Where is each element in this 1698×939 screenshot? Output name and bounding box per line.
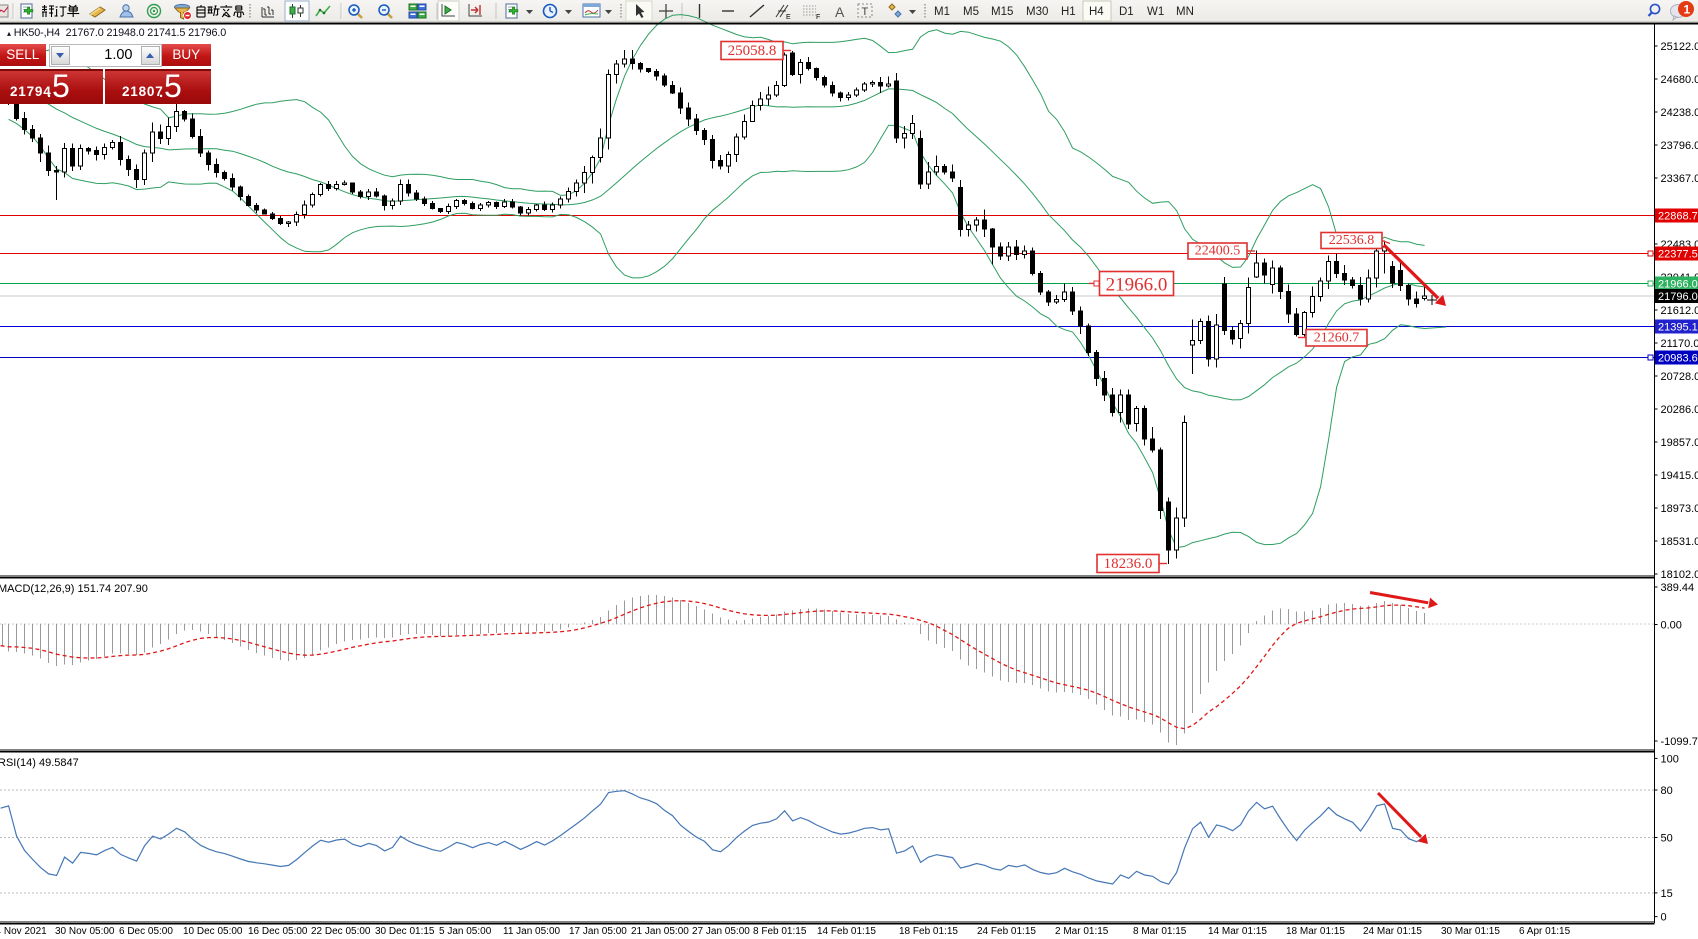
svg-text:100: 100 <box>1661 753 1679 765</box>
svg-text:H1: H1 <box>1061 6 1076 18</box>
svg-text:2 Mar 01:15: 2 Mar 01:15 <box>1055 926 1109 937</box>
svg-text:MN: MN <box>1176 6 1194 18</box>
svg-text:22868.7: 22868.7 <box>1658 211 1698 223</box>
svg-text:6 Apr 01:15: 6 Apr 01:15 <box>1519 926 1571 937</box>
svg-text:18102.0: 18102.0 <box>1661 569 1698 581</box>
svg-text:M5: M5 <box>963 6 979 18</box>
svg-text:20728.0: 20728.0 <box>1661 371 1698 383</box>
svg-text:21612.0: 21612.0 <box>1661 305 1698 317</box>
svg-text:21966.0: 21966.0 <box>1658 278 1698 290</box>
svg-text:M30: M30 <box>1026 6 1048 18</box>
svg-text:H4: H4 <box>1089 6 1104 18</box>
svg-text:16 Dec 05:00: 16 Dec 05:00 <box>248 926 308 937</box>
svg-text:18236.0: 18236.0 <box>1104 556 1153 572</box>
svg-text:21395.1: 21395.1 <box>1658 321 1698 333</box>
svg-text:6 Dec 05:00: 6 Dec 05:00 <box>119 926 173 937</box>
svg-text:18973.0: 18973.0 <box>1661 503 1698 515</box>
svg-text:24 Feb 01:15: 24 Feb 01:15 <box>977 926 1036 937</box>
svg-text:22 Dec 05:00: 22 Dec 05:00 <box>311 926 371 937</box>
svg-text:18 Feb 01:15: 18 Feb 01:15 <box>899 926 958 937</box>
svg-text:22377.5: 22377.5 <box>1658 249 1698 261</box>
svg-text:24680.0: 24680.0 <box>1661 74 1698 86</box>
svg-text:8 Feb 01:15: 8 Feb 01:15 <box>753 926 807 937</box>
svg-text:MACD(12,26,9) 151.74 207.90: MACD(12,26,9) 151.74 207.90 <box>0 583 148 595</box>
svg-text:20286.0: 20286.0 <box>1661 404 1698 416</box>
svg-text:E: E <box>786 14 791 21</box>
svg-text:F: F <box>816 14 820 21</box>
svg-text:14 Feb 01:15: 14 Feb 01:15 <box>817 926 876 937</box>
svg-text:50: 50 <box>1661 833 1673 845</box>
svg-text:24238.0: 24238.0 <box>1661 107 1698 119</box>
svg-text:27 Jan 05:00: 27 Jan 05:00 <box>692 926 750 937</box>
svg-text:21966.0: 21966.0 <box>1106 275 1168 296</box>
svg-text:8 Mar 01:15: 8 Mar 01:15 <box>1133 926 1187 937</box>
svg-text:0: 0 <box>1661 912 1667 924</box>
svg-text:17 Jan 05:00: 17 Jan 05:00 <box>569 926 627 937</box>
svg-text:11 Jan 05:00: 11 Jan 05:00 <box>503 926 561 937</box>
svg-text:80: 80 <box>1661 785 1673 797</box>
svg-text:1: 1 <box>1684 3 1691 17</box>
svg-text:20983.6: 20983.6 <box>1658 352 1698 364</box>
svg-text:25122.0: 25122.0 <box>1661 41 1698 53</box>
svg-text:M1: M1 <box>934 6 950 18</box>
svg-text:D1: D1 <box>1119 6 1134 18</box>
svg-text:19415.0: 19415.0 <box>1661 470 1698 482</box>
svg-text:21 Jan 05:00: 21 Jan 05:00 <box>631 926 689 937</box>
svg-text:18531.0: 18531.0 <box>1661 536 1698 548</box>
svg-text:5 Jan 05:00: 5 Jan 05:00 <box>439 926 492 937</box>
svg-text:21260.7: 21260.7 <box>1314 331 1360 346</box>
svg-text:M15: M15 <box>991 6 1013 18</box>
svg-text:21170.0: 21170.0 <box>1661 338 1698 350</box>
svg-text:T: T <box>862 6 869 18</box>
svg-text:30 Nov 05:00: 30 Nov 05:00 <box>55 926 115 937</box>
svg-text:25058.8: 25058.8 <box>728 43 777 59</box>
svg-text:18 Mar 01:15: 18 Mar 01:15 <box>1286 926 1345 937</box>
svg-text:389.44: 389.44 <box>1661 582 1695 594</box>
svg-text:0.00: 0.00 <box>1661 620 1682 632</box>
svg-text:24 Mar 01:15: 24 Mar 01:15 <box>1363 926 1422 937</box>
svg-text:-1099.78: -1099.78 <box>1661 736 1698 748</box>
svg-text:22400.5: 22400.5 <box>1195 244 1241 259</box>
svg-text:RSI(14) 49.5847: RSI(14) 49.5847 <box>0 757 79 769</box>
svg-text:10 Dec 05:00: 10 Dec 05:00 <box>183 926 243 937</box>
svg-text:23367.0: 23367.0 <box>1661 173 1698 185</box>
svg-text:30 Mar 01:15: 30 Mar 01:15 <box>1441 926 1500 937</box>
svg-text:23796.0: 23796.0 <box>1661 140 1698 152</box>
svg-text:30 Dec 01:15: 30 Dec 01:15 <box>375 926 435 937</box>
svg-text:W1: W1 <box>1147 6 1164 18</box>
svg-text:A: A <box>835 4 845 20</box>
svg-text:22536.8: 22536.8 <box>1329 233 1375 248</box>
svg-text:21796.0: 21796.0 <box>1658 291 1698 303</box>
svg-text:19857.0: 19857.0 <box>1661 437 1698 449</box>
svg-text:14 Mar 01:15: 14 Mar 01:15 <box>1208 926 1267 937</box>
svg-text:24 Nov 2021: 24 Nov 2021 <box>0 926 47 937</box>
svg-text:15: 15 <box>1661 888 1673 900</box>
